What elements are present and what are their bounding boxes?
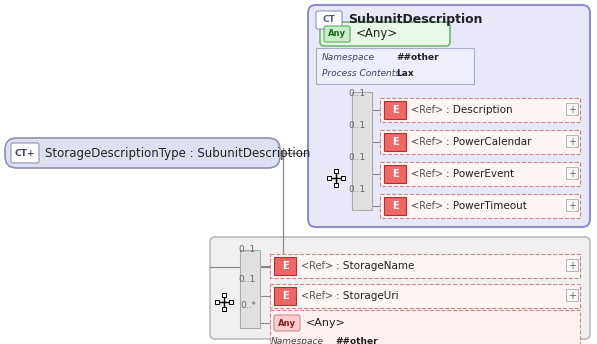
- Text: ##other: ##other: [396, 54, 439, 63]
- Text: +: +: [568, 201, 576, 211]
- Text: E: E: [282, 291, 288, 301]
- Bar: [270, 284, 580, 308]
- Bar: [384, 133, 406, 151]
- Text: : PowerEvent: : PowerEvent: [446, 169, 514, 179]
- Text: +: +: [568, 105, 576, 115]
- Text: Any: Any: [278, 319, 296, 327]
- Text: +: +: [568, 291, 576, 301]
- Text: CT: CT: [322, 15, 336, 24]
- Bar: [274, 257, 296, 275]
- Bar: [229, 300, 233, 304]
- Bar: [222, 307, 226, 311]
- FancyBboxPatch shape: [308, 5, 590, 227]
- Bar: [566, 167, 578, 179]
- Text: Namespace: Namespace: [271, 336, 324, 344]
- Text: : PowerCalendar: : PowerCalendar: [446, 137, 531, 147]
- Text: E: E: [282, 261, 288, 271]
- Text: : PowerTimeout: : PowerTimeout: [446, 201, 527, 211]
- Text: : StorageName: : StorageName: [336, 261, 414, 271]
- Text: Namespace: Namespace: [322, 54, 375, 63]
- Bar: [240, 250, 260, 328]
- Bar: [566, 289, 578, 301]
- Text: 0..1: 0..1: [349, 121, 366, 130]
- Text: E: E: [392, 105, 398, 115]
- Bar: [270, 254, 580, 278]
- Text: CT+: CT+: [15, 149, 35, 158]
- Bar: [566, 259, 578, 271]
- FancyBboxPatch shape: [274, 315, 300, 331]
- Bar: [334, 183, 338, 187]
- Text: ##other: ##other: [335, 336, 378, 344]
- Text: <Ref>: <Ref>: [301, 261, 333, 271]
- Bar: [384, 101, 406, 119]
- Bar: [566, 199, 578, 211]
- FancyBboxPatch shape: [320, 22, 450, 46]
- Text: <Ref>: <Ref>: [411, 105, 443, 115]
- Text: Process Contents: Process Contents: [322, 69, 400, 78]
- Bar: [380, 98, 580, 122]
- Text: 0..1: 0..1: [349, 185, 366, 194]
- Bar: [215, 300, 219, 304]
- Text: +: +: [568, 137, 576, 147]
- Text: : StorageUri: : StorageUri: [336, 291, 399, 301]
- Text: SubunitDescription: SubunitDescription: [348, 13, 482, 26]
- Bar: [334, 169, 338, 173]
- Bar: [274, 287, 296, 305]
- Bar: [341, 176, 345, 180]
- Bar: [384, 197, 406, 215]
- Bar: [566, 103, 578, 115]
- Text: <Ref>: <Ref>: [411, 169, 443, 179]
- Text: E: E: [392, 169, 398, 179]
- Bar: [380, 194, 580, 218]
- Bar: [380, 130, 580, 154]
- Bar: [384, 165, 406, 183]
- Text: StorageDescriptionType : SubunitDescription: StorageDescriptionType : SubunitDescript…: [45, 147, 310, 160]
- FancyBboxPatch shape: [11, 143, 39, 163]
- FancyBboxPatch shape: [210, 237, 590, 339]
- FancyBboxPatch shape: [316, 11, 342, 29]
- Text: Any: Any: [328, 30, 346, 39]
- Text: 0..*: 0..*: [240, 301, 256, 311]
- Bar: [222, 293, 226, 297]
- FancyBboxPatch shape: [5, 138, 280, 168]
- Text: : Description: : Description: [446, 105, 513, 115]
- Text: <Ref>: <Ref>: [411, 137, 443, 147]
- FancyBboxPatch shape: [324, 26, 350, 42]
- Text: +: +: [568, 261, 576, 271]
- Text: <Ref>: <Ref>: [411, 201, 443, 211]
- Text: E: E: [392, 137, 398, 147]
- Text: Lax: Lax: [396, 69, 414, 78]
- Bar: [380, 162, 580, 186]
- Bar: [327, 176, 331, 180]
- Text: 0..1: 0..1: [349, 153, 366, 162]
- Bar: [352, 92, 372, 210]
- Text: <Any>: <Any>: [306, 318, 346, 328]
- Bar: [316, 48, 474, 84]
- Text: <Any>: <Any>: [356, 28, 398, 41]
- Text: +: +: [568, 169, 576, 179]
- Text: 0..1: 0..1: [349, 89, 366, 98]
- Bar: [270, 310, 580, 344]
- Text: E: E: [392, 201, 398, 211]
- Text: 0..1: 0..1: [239, 246, 256, 255]
- Bar: [566, 135, 578, 147]
- Text: 0..1: 0..1: [239, 276, 256, 284]
- Text: <Ref>: <Ref>: [301, 291, 333, 301]
